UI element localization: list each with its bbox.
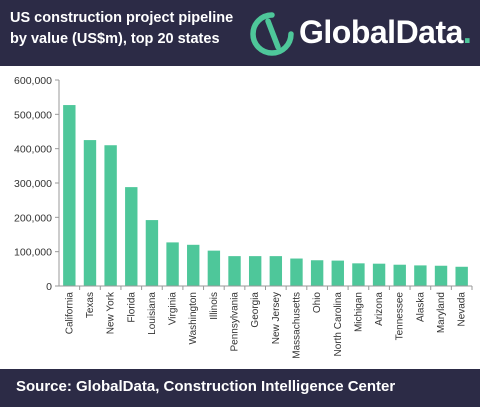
bar-chart: 0 100,000 200,000 300,000 400,000 500,000 600,… xyxy=(14,75,473,359)
logo-dot: . xyxy=(462,14,472,50)
logo-wordmark: GlobalData. xyxy=(299,14,472,51)
x-tick-label: Massachusetts xyxy=(291,292,302,359)
bar-nevada xyxy=(455,266,468,286)
x-tick-label: Pennsylvania xyxy=(230,292,241,352)
y-tick-label: 600,000 xyxy=(14,75,52,87)
globaldata-logo: GlobalData. xyxy=(249,10,475,58)
header-band: US construction project pipeline by valu… xyxy=(0,0,480,66)
bar-north-carolina xyxy=(331,260,344,286)
x-tick-label: Louisiana xyxy=(147,292,158,335)
y-tick-label: 0 xyxy=(46,281,52,293)
x-tick-label: California xyxy=(64,292,75,335)
bar-michigan xyxy=(352,263,365,286)
x-tick-label: Tennessee xyxy=(395,292,406,341)
y-tick-label: 100,000 xyxy=(14,247,52,259)
bar-texas xyxy=(83,140,97,286)
x-tick-label: Maryland xyxy=(436,292,447,333)
bar-virginia xyxy=(166,242,179,286)
bar-arizona xyxy=(372,263,386,286)
y-tick-label: 300,000 xyxy=(14,178,52,190)
x-tick-label: Arizona xyxy=(374,292,385,326)
bar-california xyxy=(63,105,76,287)
bars xyxy=(63,105,468,287)
bar-illinois xyxy=(207,250,221,286)
source-note: Source: GlobalData, Construction Intelli… xyxy=(16,378,396,395)
bar-washington xyxy=(187,244,200,286)
y-tick-label: 400,000 xyxy=(14,144,52,156)
bar-alaska xyxy=(414,265,427,286)
bar-florida xyxy=(125,187,138,286)
bar-new-york xyxy=(104,145,117,286)
x-tick-label: Michigan xyxy=(353,292,364,332)
bar-tennessee xyxy=(393,264,406,286)
bar-georgia xyxy=(248,256,262,286)
x-tick-label: Georgia xyxy=(250,292,261,328)
x-tick-label: Illinois xyxy=(209,292,220,320)
bar-maryland xyxy=(434,265,448,286)
y-axis: 0 100,000 200,000 300,000 400,000 500,000 600,… xyxy=(14,75,60,293)
x-tick-label: Texas xyxy=(85,292,96,318)
x-tick-label: Washington xyxy=(188,292,199,344)
x-tick-label: Florida xyxy=(126,292,137,323)
y-tick-label: 200,000 xyxy=(14,212,52,224)
y-tick-label: 500,000 xyxy=(14,109,52,121)
x-tick-label: North Carolina xyxy=(333,292,344,357)
x-tick-label: Nevada xyxy=(457,292,468,327)
x-tick-label: New York xyxy=(106,291,117,334)
footer-band: Source: GlobalData, Construction Intelli… xyxy=(0,369,480,407)
x-tick-label: New Jersey xyxy=(271,292,282,344)
globaldata-logo-icon xyxy=(250,12,294,56)
x-tick-label: Alaska xyxy=(415,292,426,322)
logo-wordmark-text: GlobalData xyxy=(299,14,463,50)
bar-pennsylvania xyxy=(228,256,241,286)
x-tick-label: Ohio xyxy=(312,292,323,314)
bar-new-jersey xyxy=(269,256,283,286)
x-axis: California Texas New York Florida Louisiana V… xyxy=(59,285,473,359)
x-tick-label: Virginia xyxy=(168,292,179,326)
bar-ohio xyxy=(310,260,324,286)
chart-title: US construction project pipeline by valu… xyxy=(10,10,234,47)
bar-louisiana xyxy=(145,220,159,286)
bar-massachusetts xyxy=(290,258,303,286)
